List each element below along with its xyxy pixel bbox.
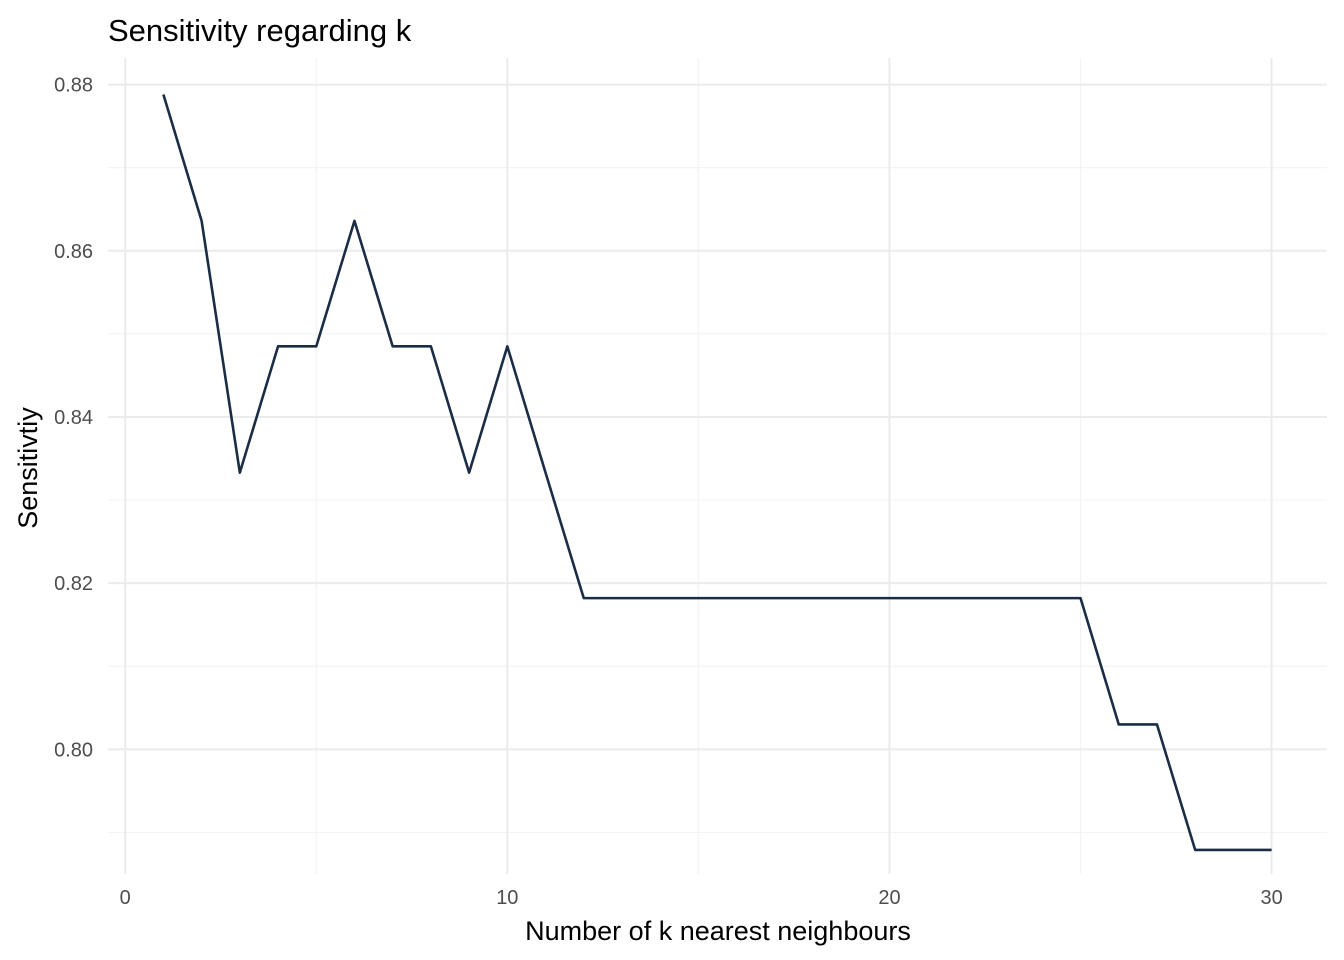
minor-gridlines (108, 58, 1327, 874)
x-tick-label: 30 (1260, 887, 1282, 909)
y-tick-label: 0.84 (54, 407, 93, 429)
y-axis-tick-labels: 0.80 0.82 0.84 0.86 0.88 (54, 75, 93, 762)
y-axis-title: Sensitivtiy (13, 407, 43, 529)
y-tick-label: 0.88 (54, 75, 93, 97)
x-tick-label: 0 (120, 887, 131, 909)
major-gridlines (108, 58, 1327, 874)
x-tick-label: 20 (878, 887, 900, 909)
sensitivity-series-line (162, 94, 1272, 852)
y-tick-label: 0.82 (54, 573, 93, 595)
series-layer (162, 94, 1272, 852)
y-tick-label: 0.80 (54, 739, 93, 761)
x-tick-label: 10 (496, 887, 518, 909)
x-axis-tick-labels: 0 10 20 30 (120, 887, 1283, 909)
x-axis-title: Number of k nearest neighbours (525, 916, 911, 946)
y-tick-label: 0.86 (54, 241, 93, 263)
chart-title: Sensitivity regarding k (108, 13, 412, 48)
